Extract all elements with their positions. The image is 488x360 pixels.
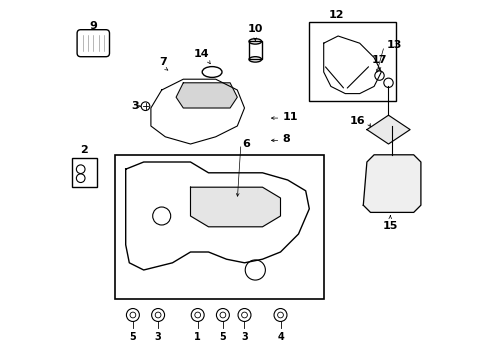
Text: 3: 3 xyxy=(131,101,138,111)
Polygon shape xyxy=(366,115,409,144)
Text: 15: 15 xyxy=(382,221,397,231)
Text: 5: 5 xyxy=(219,332,226,342)
Text: 1: 1 xyxy=(194,332,201,342)
Bar xyxy=(115,155,323,299)
Text: 8: 8 xyxy=(282,134,289,144)
Polygon shape xyxy=(190,187,280,227)
Text: 4: 4 xyxy=(277,332,284,342)
Text: 10: 10 xyxy=(247,24,263,34)
Text: 11: 11 xyxy=(282,112,297,122)
Text: 3: 3 xyxy=(241,332,247,342)
Text: 6: 6 xyxy=(242,139,250,149)
Text: 9: 9 xyxy=(89,21,97,31)
Bar xyxy=(72,158,97,187)
Polygon shape xyxy=(363,155,420,212)
Text: 12: 12 xyxy=(328,10,344,20)
Text: 14: 14 xyxy=(193,49,209,59)
Text: 7: 7 xyxy=(159,57,167,67)
Bar xyxy=(309,22,395,101)
Text: 13: 13 xyxy=(386,40,401,50)
Text: 2: 2 xyxy=(80,145,88,155)
Bar xyxy=(248,41,261,59)
Text: 16: 16 xyxy=(349,116,365,126)
Text: 5: 5 xyxy=(129,332,136,342)
Polygon shape xyxy=(176,83,237,108)
Text: 3: 3 xyxy=(154,332,161,342)
Text: 17: 17 xyxy=(371,55,386,65)
